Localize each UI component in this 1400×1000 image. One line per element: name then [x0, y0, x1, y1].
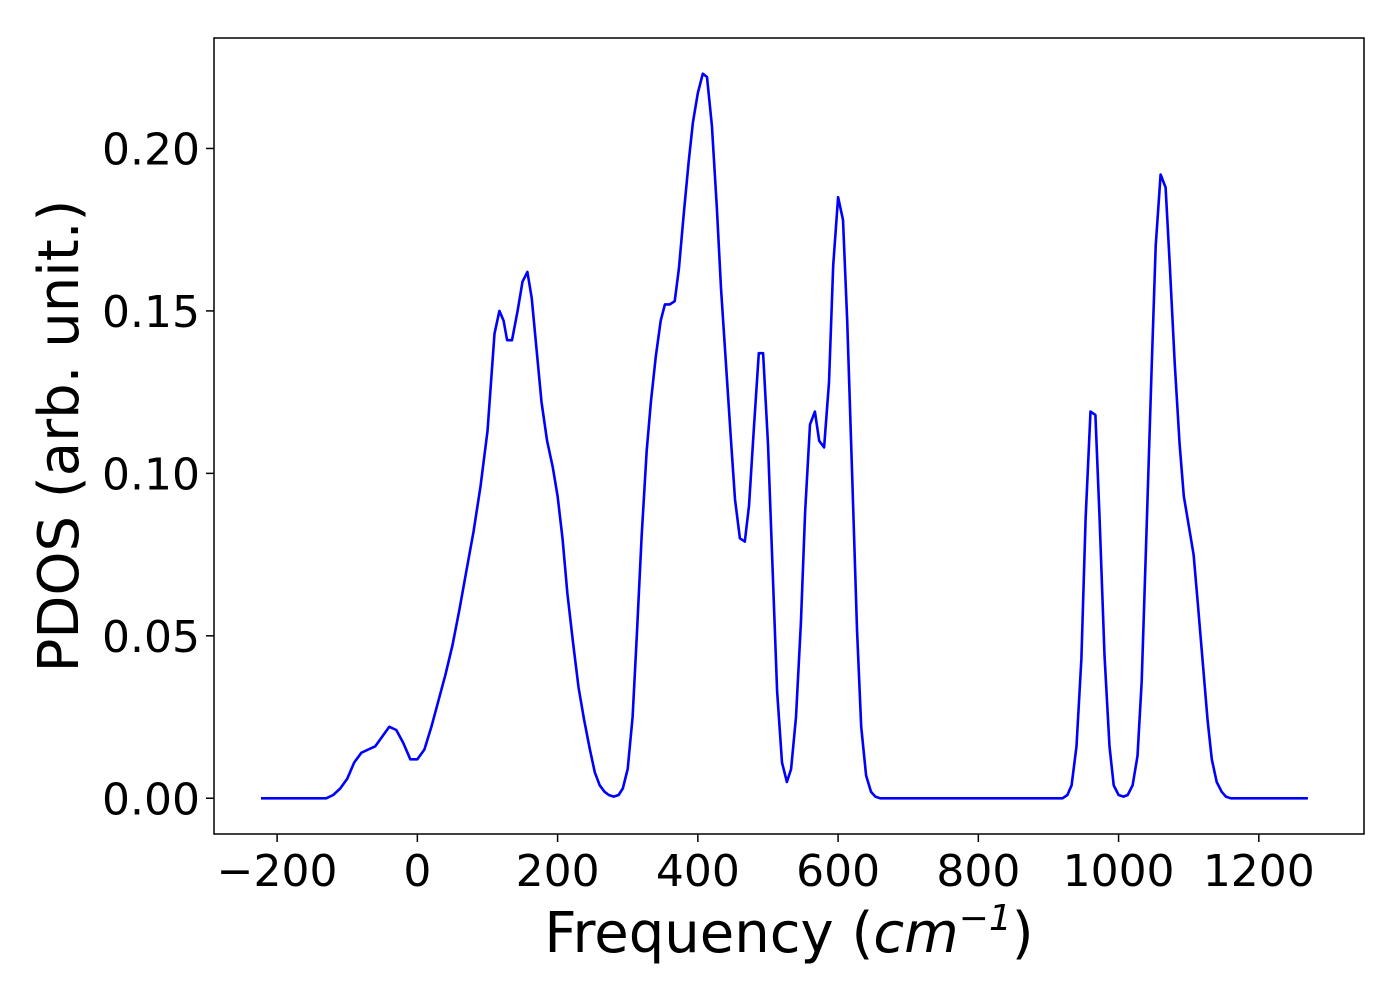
- y-tick-label: 0.10: [102, 449, 200, 500]
- series-layer: [261, 72, 1308, 800]
- x-tick-label: 200: [516, 846, 600, 897]
- x-tick-label: 600: [796, 846, 880, 897]
- x-tick-label: −200: [217, 846, 338, 897]
- x-axis: −200 0 200 400 600 800 1000 1200: [217, 834, 1315, 897]
- y-axis-title: PDOS (arb. unit.): [27, 200, 92, 673]
- y-tick-label: 0.20: [102, 124, 200, 175]
- x-tick-label: 1200: [1203, 846, 1315, 897]
- y-tick-label: 0.15: [102, 287, 200, 338]
- x-tick-label: 400: [656, 846, 740, 897]
- x-tick-label: 1000: [1063, 846, 1175, 897]
- x-tick-label: 0: [403, 846, 431, 897]
- y-tick-label: 0.00: [102, 774, 200, 825]
- y-axis: 0.00 0.05 0.10 0.15 0.20: [102, 124, 214, 825]
- x-tick-label: 800: [936, 846, 1020, 897]
- x-axis-title: Frequency (cm−1): [544, 898, 1033, 966]
- pdos-series-line: [261, 72, 1308, 800]
- y-tick-label: 0.05: [102, 612, 200, 663]
- plot-area-frame: [213, 37, 1365, 835]
